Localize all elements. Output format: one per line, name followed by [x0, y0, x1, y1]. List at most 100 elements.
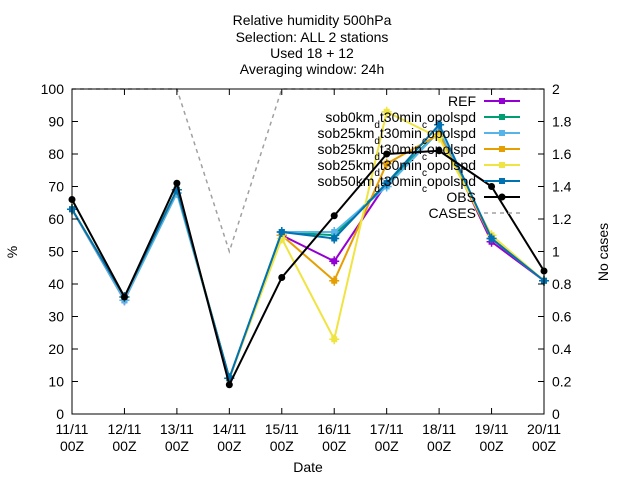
legend-label-part: opolspd [427, 173, 476, 189]
legend-label: sob25kmdt30mincopolspd [318, 141, 476, 163]
x-tick-label: 18/11 [422, 421, 456, 437]
legend-marker [499, 98, 505, 104]
legend-label: REF [448, 93, 476, 109]
legend-label-part: t30min [380, 141, 422, 157]
y-tick-label: 90 [48, 114, 64, 130]
data-point [225, 381, 233, 389]
legend-marker [499, 130, 505, 136]
y2-tick-label: 1.6 [552, 146, 572, 162]
x-tick-label: 13/11 [160, 421, 194, 437]
legend-label-part: sob25km [318, 157, 375, 173]
axes: 0 10 20 30 40 50 60 70 80 90 100 0 0.2 0.4 0.6 0.8 1 1.2 1… [41, 81, 572, 454]
legend-label-part: sob0km [325, 109, 374, 125]
x-tick-label: 00Z [112, 438, 137, 454]
y-tick-label: 50 [48, 244, 64, 260]
y2-tick-label: 0.4 [552, 341, 572, 357]
legend-label-part: c [422, 184, 427, 195]
y-tick-label: 40 [48, 276, 64, 292]
series-sob50km-d-t30min-c-opolspd [67, 119, 549, 384]
legend-marker [499, 146, 505, 152]
legend-label-part: opolspd [427, 141, 476, 157]
y2-tick-label: 0.2 [552, 374, 572, 390]
legend-label-part: REF [448, 93, 476, 109]
legend-label-part: opolspd [427, 109, 476, 125]
legend-label-part: sob25km [318, 141, 375, 157]
series-line [71, 149, 545, 388]
y2-tick-label: 0.8 [552, 276, 572, 292]
legend-label-part: d [374, 120, 380, 131]
x-tick-label: 00Z [165, 438, 190, 454]
legend-label-part: sob25km [318, 125, 375, 141]
y-tick-label: 0 [56, 406, 64, 422]
series-sob0km-d-t30min-c-opolspd [67, 126, 549, 384]
x-tick-label: 00Z [479, 438, 504, 454]
legend-label-part: t30min [380, 157, 422, 173]
legend-label-part: t30min [380, 109, 422, 125]
legend-label-part: sob50km [318, 173, 375, 189]
title-line: Selection: ALL 2 stations [236, 29, 389, 45]
title-line: Relative humidity 500hPa [233, 12, 392, 28]
y2-tick-label: 1 [552, 244, 560, 260]
data-point [488, 183, 496, 190]
x-tick-label: 11/11 [56, 421, 89, 437]
legend-label-part: CASES [429, 205, 476, 221]
legend-label-part: c [422, 152, 427, 163]
series-sob25km-d-t30min-c-opolspd [67, 126, 549, 384]
legend-marker [499, 162, 505, 168]
y2-tick-label: 1.2 [552, 211, 572, 227]
y2-axis-label: No cases [595, 223, 611, 281]
data-point [173, 179, 181, 187]
legend-marker [499, 114, 505, 120]
legend-label: CASES [429, 205, 476, 221]
legend-label: sob25kmdt30mincopolspd [318, 125, 476, 147]
data-point [383, 150, 391, 158]
x-tick-label: 00Z [60, 438, 85, 454]
y-tick-label: 60 [48, 211, 64, 227]
x-tick-label: 14/11 [212, 421, 246, 437]
data-point [330, 212, 338, 220]
x-axis-label: Date [293, 459, 323, 475]
legend-label-part: opolspd [427, 125, 476, 141]
data-point [435, 147, 443, 155]
data-point [278, 274, 286, 281]
y-tick-label: 20 [48, 341, 64, 357]
legend-label-part: t30min [380, 125, 422, 141]
legend-label-part: d [374, 152, 380, 163]
legend-label: sob50kmdt30mincopolspd [318, 173, 476, 195]
title-line: Used 18 + 12 [270, 45, 354, 61]
legend-marker [499, 178, 505, 184]
series-line [71, 122, 545, 382]
y-tick-label: 10 [48, 374, 64, 390]
x-tick-label: 00Z [532, 438, 557, 454]
legend-label-part: t30min [380, 173, 422, 189]
x-tick-label: 00Z [270, 438, 295, 454]
x-tick-label: 00Z [375, 438, 400, 454]
chart-title: Relative humidity 500hPa Selection: ALL … [233, 12, 392, 77]
y2-tick-label: 0 [552, 406, 560, 422]
legend-label: OBS [446, 189, 476, 205]
x-tick-label: 16/11 [317, 421, 351, 437]
legend-label-part: OBS [446, 189, 476, 205]
legend-label-part: c [422, 120, 427, 131]
y-tick-label: 100 [41, 81, 65, 97]
data-point [120, 293, 128, 301]
series-ref [67, 126, 549, 384]
y-tick-label: 30 [48, 309, 64, 325]
series-sob25km-d-t30min-c-opolspd [67, 129, 549, 384]
x-tick-label: 00Z [322, 438, 347, 454]
legend-label: sob0kmdt30mincopolspd [325, 109, 476, 131]
x-tick-label: 15/11 [265, 421, 299, 437]
y-axis-label: % [4, 246, 20, 258]
legend-label-part: d [374, 184, 380, 195]
x-tick-label: 19/11 [475, 421, 509, 437]
legend-label-part: d [374, 136, 380, 147]
x-tick-label: 00Z [217, 438, 242, 454]
y-tick-label: 80 [48, 146, 64, 162]
y2-tick-label: 1.4 [552, 179, 572, 195]
title-line: Averaging window: 24h [240, 61, 385, 77]
series-sob25km-d-t30min-c-opolspd [67, 106, 549, 384]
legend-label-part: opolspd [427, 157, 476, 173]
x-tick-label: 20/11 [527, 421, 561, 437]
y2-tick-label: 0.6 [552, 309, 572, 325]
